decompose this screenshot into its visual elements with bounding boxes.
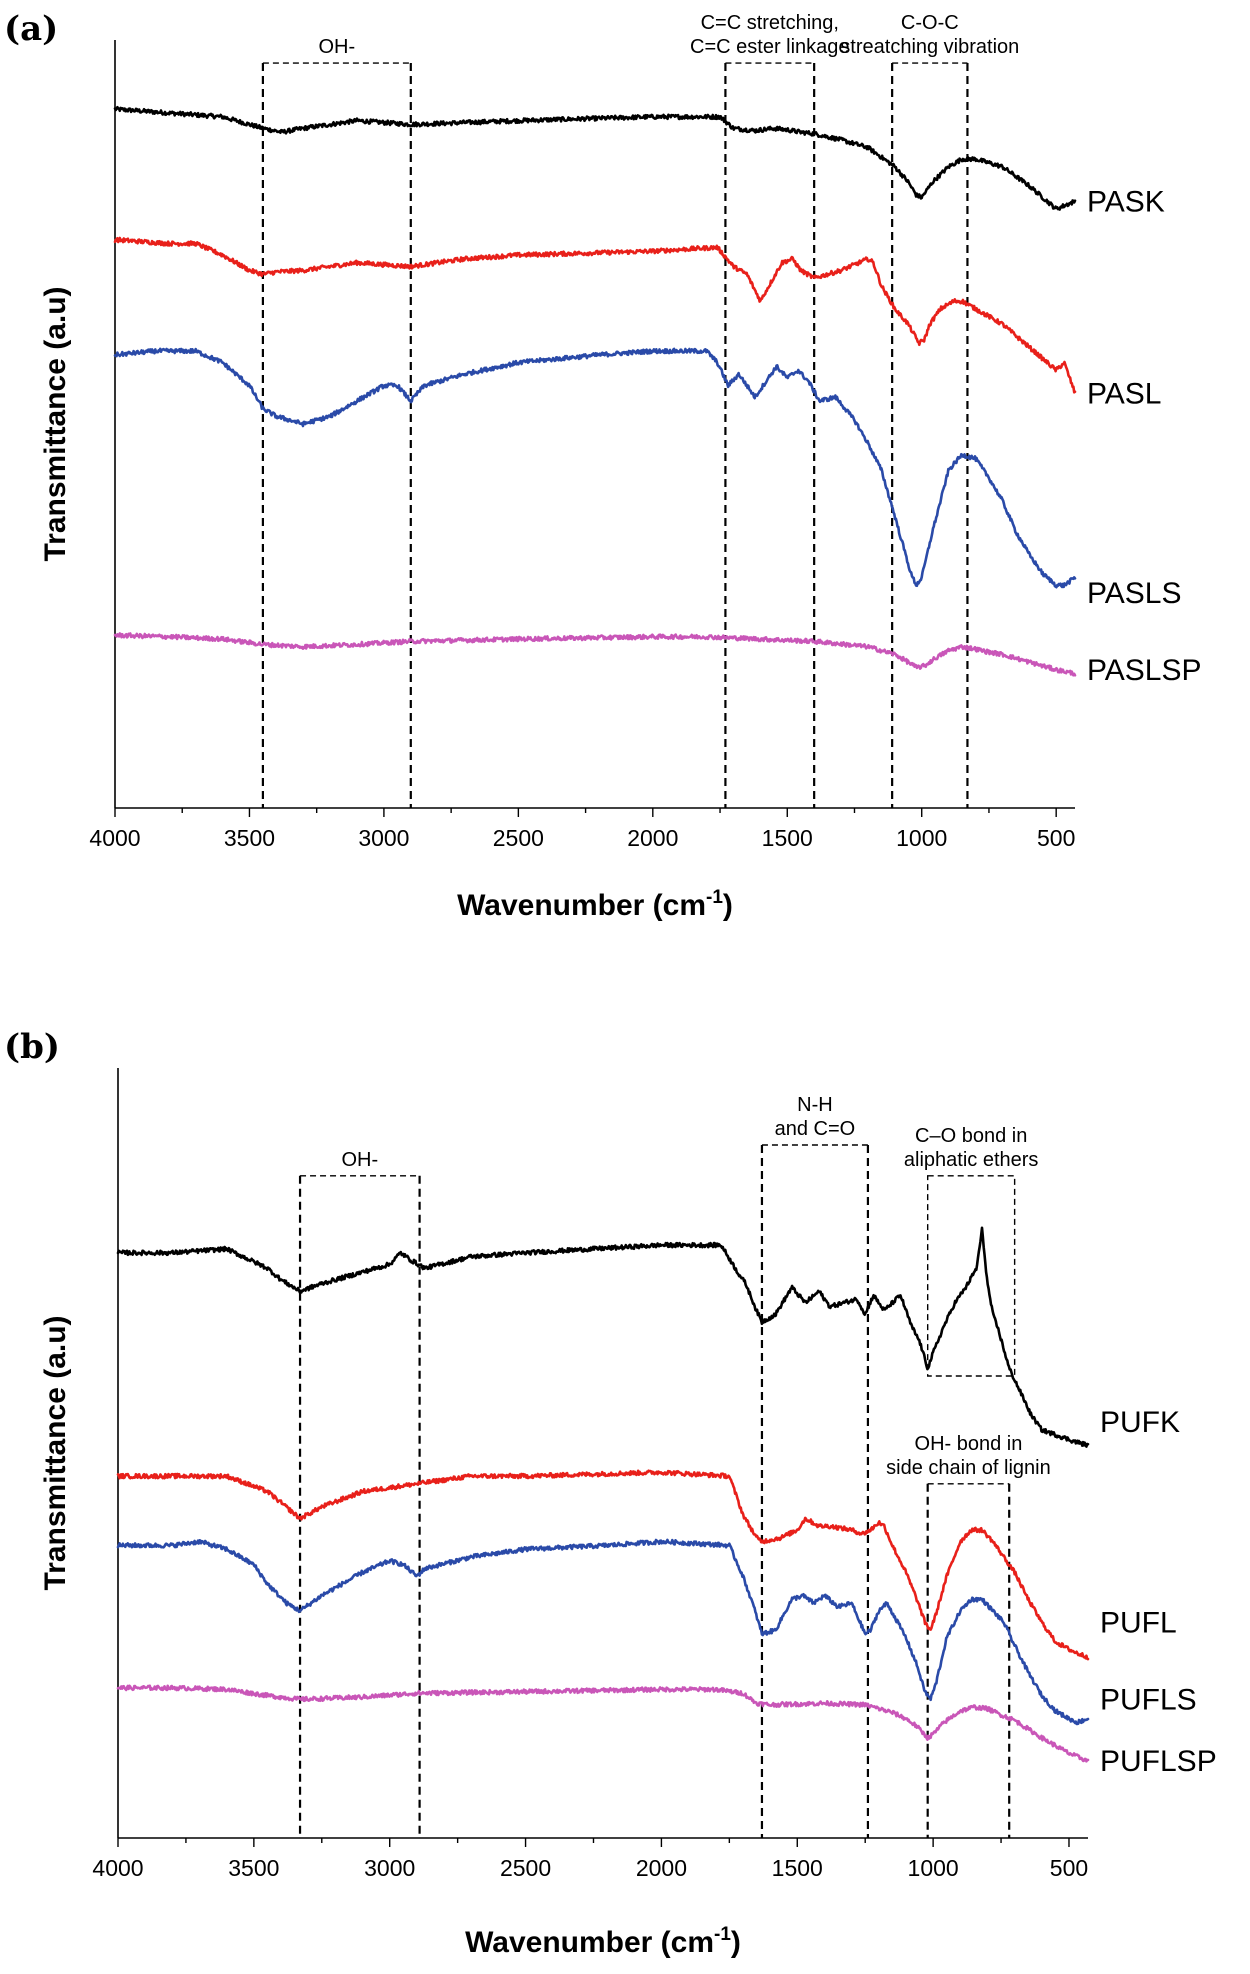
series-pask: PASK (113, 105, 1165, 218)
panel-letter: (b) (4, 1027, 60, 1067)
y-axis-title: Transmittance (a.u) (39, 1315, 72, 1590)
x-tick-label: 4000 (92, 1855, 143, 1881)
series-line (113, 347, 1077, 589)
x-tick-label: 3000 (364, 1855, 415, 1881)
series-pufls: PUFLS (116, 1538, 1197, 1726)
series-line (116, 1469, 1090, 1661)
series-pasl: PASL (113, 236, 1162, 410)
annotation-text: streatching vibration (840, 36, 1019, 58)
series-pasls: PASLS (113, 347, 1182, 610)
annotation: OH- (298, 1149, 421, 1838)
annotation-text: C=C stretching, (701, 12, 839, 34)
x-tick-label: 2000 (636, 1855, 687, 1881)
annotation: C=C stretching,C=C ester linkage (690, 12, 850, 808)
series-label: PUFL (1100, 1606, 1177, 1639)
annotation-text: side chain of lignin (886, 1457, 1051, 1479)
series-line (116, 1538, 1090, 1726)
annotation-box (926, 1175, 1016, 1377)
series-line (113, 632, 1077, 677)
annotation-text: N-H (797, 1094, 833, 1116)
x-axis-title: Wavenumber (cm-1) (457, 887, 733, 922)
x-tick-label: 2000 (627, 825, 678, 851)
series-line (113, 236, 1077, 394)
x-tick-label: 1500 (762, 825, 813, 851)
x-axis-title-close: ) (731, 1926, 741, 1959)
panel-b: (b) 4000 3500 3000 2500 2000 1500 1000 500 Wavenu… (4, 1027, 1217, 1959)
series-line (113, 105, 1077, 211)
x-tick-label: 500 (1037, 825, 1075, 851)
panel-a: (a) 4000 3500 3000 2500 2000 1500 1000 500 Wavenu… (4, 9, 1202, 922)
series-label: PUFLSP (1100, 1745, 1217, 1778)
x-tick-label: 1000 (896, 825, 947, 851)
x-axis-title-text: Wavenumber (cm (457, 889, 706, 922)
x-tick-label: 3500 (224, 825, 275, 851)
x-tick-label: 2500 (493, 825, 544, 851)
series-label: PUFLS (1100, 1683, 1197, 1716)
annotation-text: C-O-C (901, 12, 959, 34)
annotation-text: OH- bond in (915, 1433, 1023, 1455)
x-tick-label: 1000 (908, 1855, 959, 1881)
annotation-text: OH- (341, 1149, 378, 1171)
series-paslsp: PASLSP (113, 632, 1202, 687)
series-pufk: PUFK (116, 1226, 1180, 1448)
x-tick-label: 1500 (772, 1855, 823, 1881)
series-label: PASK (1087, 185, 1165, 218)
series-pufl: PUFL (116, 1469, 1177, 1661)
annotation-text: OH- (319, 36, 356, 58)
x-tick-label: 3000 (358, 825, 409, 851)
x-tick-label: 500 (1050, 1855, 1088, 1881)
series-puflsp: PUFLSP (116, 1684, 1217, 1778)
series-line (116, 1226, 1090, 1448)
annotation-text: aliphatic ethers (904, 1149, 1039, 1171)
x-axis-title: Wavenumber (cm-1) (465, 1924, 741, 1959)
x-axis-title-close: ) (723, 889, 733, 922)
x-tick-label: 4000 (89, 825, 140, 851)
y-axis-title: Transmittance (a.u) (39, 286, 72, 561)
annotation-text: C–O bond in (915, 1125, 1027, 1147)
series-label: PASLS (1087, 577, 1182, 610)
series-label: PASL (1087, 377, 1162, 410)
x-axis-title-exponent: -1 (706, 887, 723, 908)
panel-letter: (a) (4, 9, 58, 49)
series-line (116, 1684, 1090, 1763)
x-tick-label: 2500 (500, 1855, 551, 1881)
x-axis-title-exponent: -1 (714, 1924, 731, 1945)
series-label: PUFK (1100, 1406, 1180, 1439)
annotation-text: and C=O (775, 1118, 856, 1140)
x-axis-title-text: Wavenumber (cm (465, 1926, 714, 1959)
annotation: OH- (261, 36, 412, 808)
x-tick-label: 3500 (228, 1855, 279, 1881)
annotation-text: C=C ester linkage (690, 36, 850, 58)
series-label: PASLSP (1087, 654, 1202, 687)
